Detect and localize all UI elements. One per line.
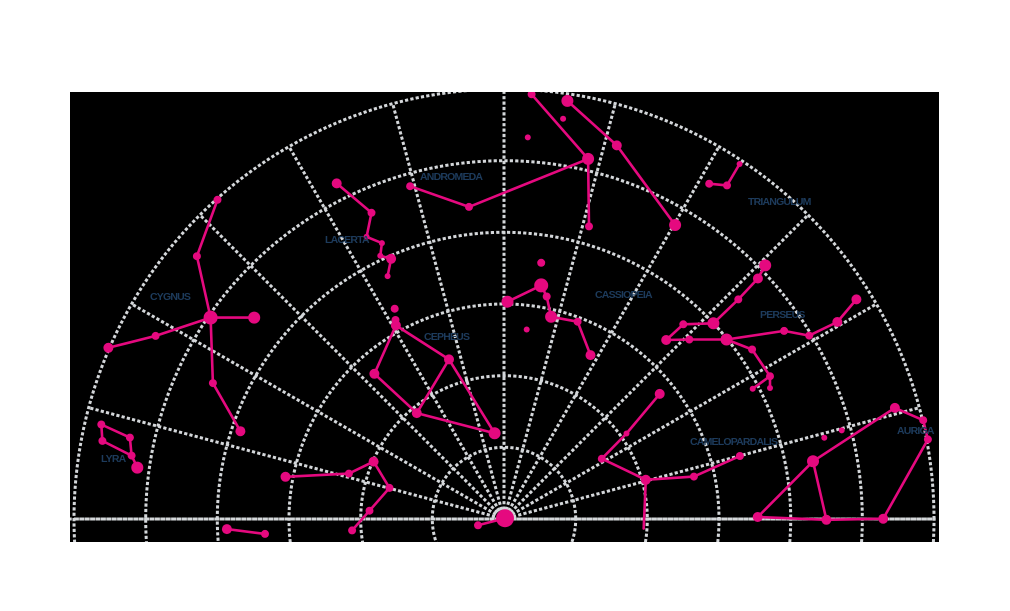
svg-text:CYGNUS: CYGNUS xyxy=(150,291,191,303)
svg-text:CASSIOPEIA: CASSIOPEIA xyxy=(595,289,653,301)
svg-text:CAMELOPARDALIS: CAMELOPARDALIS xyxy=(690,436,778,448)
svg-text:PERSEUS: PERSEUS xyxy=(760,309,805,321)
svg-text:LACERTA: LACERTA xyxy=(325,234,370,246)
svg-text:AURIGA: AURIGA xyxy=(897,425,935,437)
svg-text:CEPHEUS: CEPHEUS xyxy=(424,331,470,343)
svg-text:LYRA: LYRA xyxy=(101,453,127,465)
svg-text:TRIANGULUM: TRIANGULUM xyxy=(748,196,812,208)
svg-text:ANDROMEDA: ANDROMEDA xyxy=(420,171,483,183)
